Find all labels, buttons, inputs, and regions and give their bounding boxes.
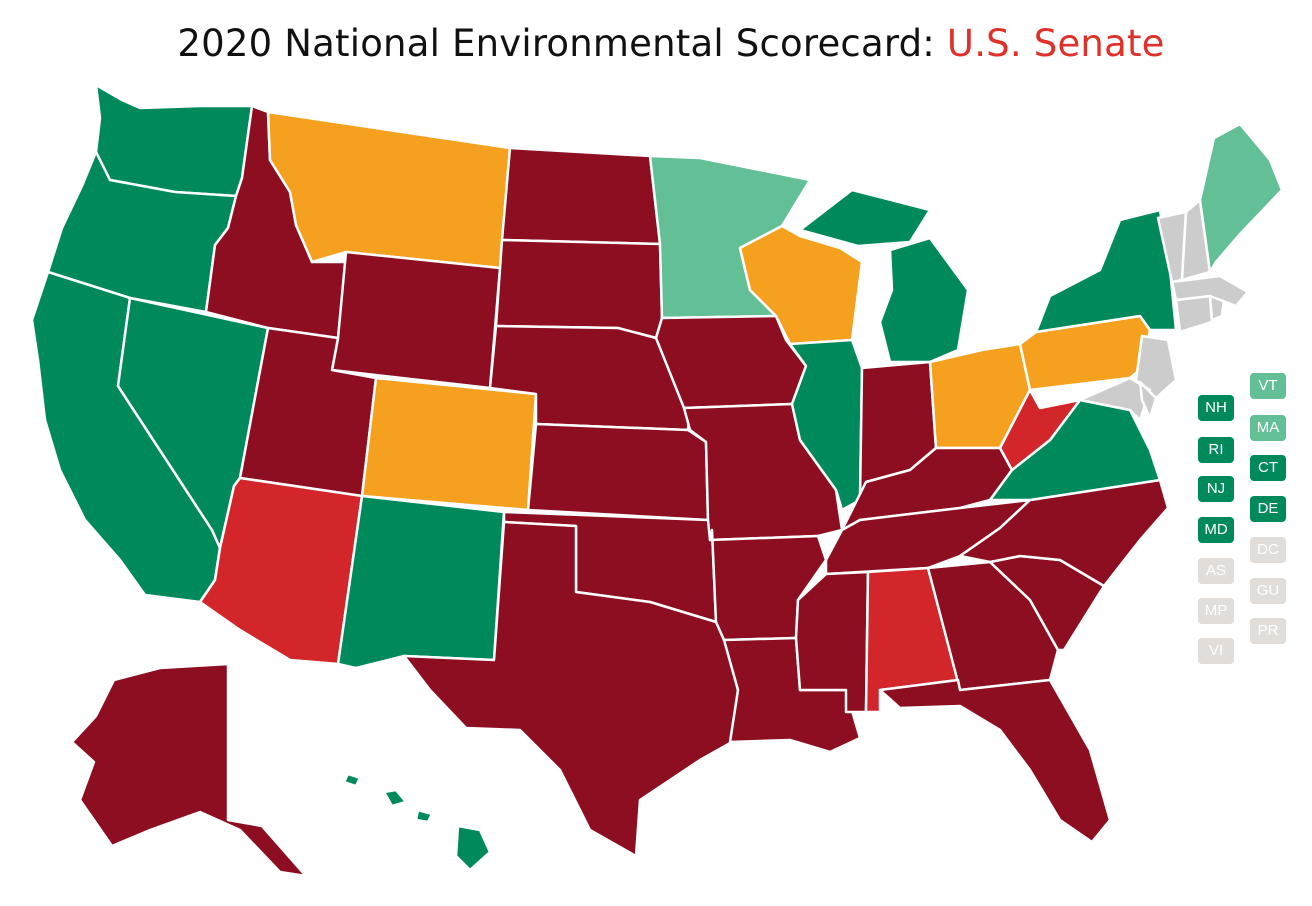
state-co[interactable] — [360, 376, 538, 512]
chip-ma[interactable]: MA — [1250, 415, 1286, 441]
chip-vi[interactable]: VI — [1198, 638, 1234, 664]
state-il[interactable] — [788, 338, 864, 512]
state-ks[interactable] — [526, 422, 710, 522]
state-sd[interactable] — [494, 238, 664, 340]
chip-nj[interactable]: NJ — [1198, 476, 1234, 502]
chip-vt[interactable]: VT — [1250, 373, 1286, 399]
state-wy[interactable] — [330, 250, 502, 390]
state-de[interactable] — [1138, 380, 1158, 420]
map-title: 2020 National Environmental Scorecard: U… — [0, 22, 1312, 65]
state-ny[interactable] — [1034, 208, 1178, 334]
chip-nh[interactable]: NH — [1198, 395, 1234, 421]
state-nm[interactable] — [336, 494, 506, 670]
state-ct[interactable] — [1174, 294, 1214, 334]
title-highlight: U.S. Senate — [946, 22, 1165, 65]
chip-gu[interactable]: GU — [1250, 578, 1286, 604]
chip-dc[interactable]: DC — [1250, 537, 1286, 563]
state-ms[interactable] — [794, 570, 870, 714]
chip-ri[interactable]: RI — [1198, 437, 1234, 463]
state-nc[interactable] — [958, 478, 1170, 588]
state-wa[interactable] — [94, 83, 254, 198]
state-nd[interactable] — [500, 146, 662, 246]
state-wi[interactable] — [738, 224, 864, 346]
title-main: 2020 National Environmental Scorecard: — [177, 22, 947, 65]
state-me[interactable] — [1198, 122, 1284, 274]
state-tx[interactable] — [402, 520, 740, 858]
chip-pr[interactable]: PR — [1250, 618, 1286, 644]
chip-ct[interactable]: CT — [1250, 455, 1286, 481]
state-mt[interactable] — [266, 110, 512, 270]
chip-de[interactable]: DE — [1250, 496, 1286, 522]
state-ma[interactable] — [1170, 274, 1250, 308]
state-fl[interactable] — [878, 678, 1112, 844]
state-nj[interactable] — [1134, 334, 1178, 400]
state-ak[interactable] — [70, 662, 308, 878]
chip-as[interactable]: AS — [1198, 558, 1234, 584]
chip-md[interactable]: MD — [1198, 517, 1234, 543]
state-hi[interactable] — [342, 772, 492, 872]
chip-mp[interactable]: MP — [1198, 598, 1234, 624]
